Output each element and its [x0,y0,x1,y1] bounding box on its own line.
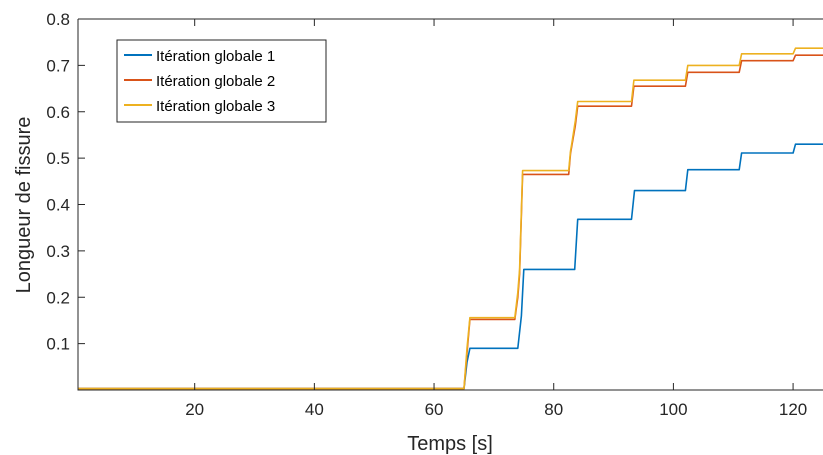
x-tick-label: 100 [659,400,687,419]
series-line-3 [78,47,823,390]
legend-label-1: Itération globale 1 [156,48,275,65]
y-tick-label: 0.3 [46,242,70,261]
plot-axes-box [77,18,823,391]
x-tick-label: 20 [185,400,204,419]
y-axis-label: Longueur de fissure [13,117,35,294]
x-tick-label: 80 [544,400,563,419]
x-tick-label: 60 [425,400,444,419]
x-tick-label: 120 [779,400,807,419]
y-tick-label: 0.7 [46,56,70,75]
x-tick-label: 40 [305,400,324,419]
x-axis-label: Temps [s] [407,433,493,455]
y-tick-label: 0.4 [46,196,70,215]
y-axis: 0.1 0.2 0.3 0.4 0.5 0.6 0.7 0.8 [46,10,85,354]
x-axis: 20 40 60 80 100 120 [185,19,807,419]
y-tick-label: 0.6 [46,103,70,122]
y-tick-label: 0.8 [46,10,70,29]
y-tick-label: 0.5 [46,149,70,168]
series-lines [78,47,823,390]
series-line-1 [78,143,823,390]
y-tick-label: 0.2 [46,288,70,307]
legend-label-2: Itération globale 2 [156,73,275,90]
legend-label-3: Itération globale 3 [156,98,275,115]
legend: Itération globale 1 Itération globale 2 It… [116,39,327,123]
y-tick-label: 0.1 [46,335,70,354]
